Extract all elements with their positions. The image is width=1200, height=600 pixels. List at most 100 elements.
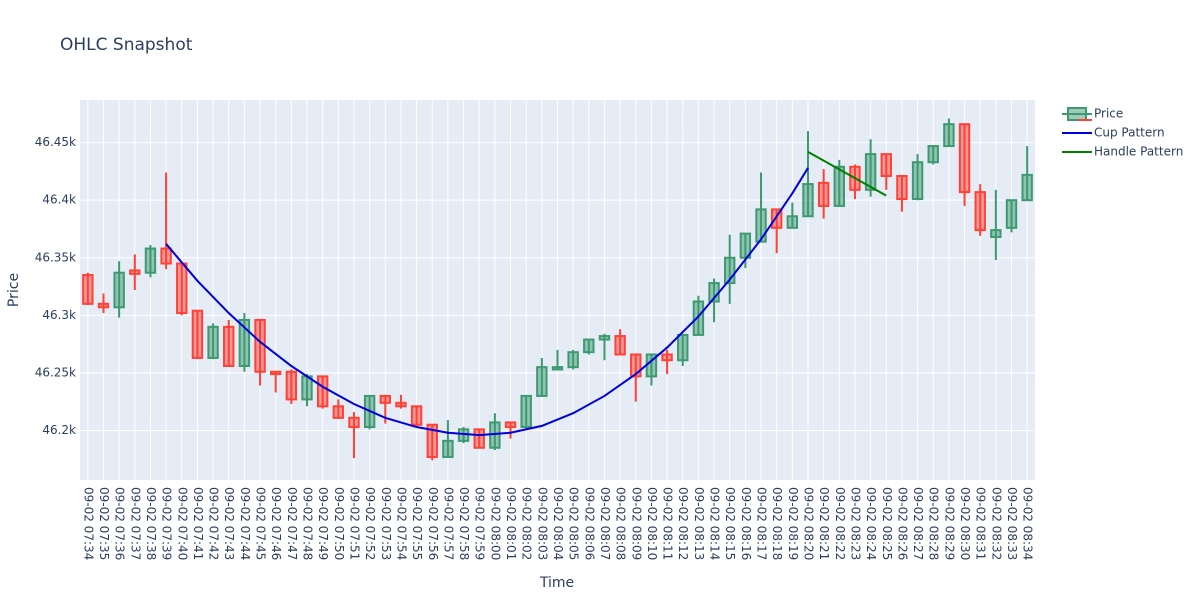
x-tick-label: 09-02 08:23 [848, 487, 862, 560]
x-tick-label: 09-02 07:49 [316, 487, 330, 560]
x-tick-label: 09-02 08:18 [770, 487, 784, 560]
candle-body [348, 416, 360, 429]
candle-body [270, 370, 282, 376]
candle-body [630, 353, 642, 378]
candle-body [692, 300, 705, 336]
x-tick-label: 09-02 08:29 [942, 487, 956, 560]
x-tick-label: 09-02 07:40 [175, 487, 189, 560]
candle-body [238, 318, 251, 367]
candle-body [160, 247, 172, 265]
candle-body [176, 262, 188, 315]
x-tick-label: 09-02 08:17 [755, 487, 769, 560]
candle-body [379, 394, 391, 404]
candle-body [473, 428, 485, 449]
candle-body [97, 302, 110, 309]
x-tick-label: 09-02 07:58 [457, 487, 471, 560]
candle-body [770, 208, 783, 229]
x-tick-label: 09-02 08:13 [692, 487, 706, 560]
candle-body [864, 153, 877, 191]
x-tick-label: 09-02 08:00 [488, 487, 502, 560]
x-tick-label: 09-02 08:31 [974, 487, 988, 560]
candle-body [82, 274, 94, 305]
x-tick-label: 09-02 07:55 [410, 487, 424, 560]
candle-body [896, 175, 908, 201]
x-tick-label: 09-02 08:28 [927, 487, 941, 560]
x-tick-label: 09-02 08:34 [1021, 487, 1035, 560]
x-tick-label: 09-02 08:03 [535, 487, 549, 560]
candle-body [927, 145, 939, 164]
candle-body [285, 370, 298, 401]
x-tick-label: 09-02 08:26 [895, 487, 909, 560]
x-tick-label: 09-02 08:05 [567, 487, 581, 560]
candle-body [395, 401, 407, 408]
x-tick-label: 09-02 07:39 [160, 487, 174, 560]
x-tick-label: 09-02 08:12 [676, 487, 690, 560]
candle-body [551, 366, 564, 371]
x-tick-label: 09-02 08:14 [708, 487, 722, 560]
x-tick-label: 09-02 08:33 [1005, 487, 1019, 560]
x-tick-label: 09-02 07:51 [347, 487, 361, 560]
candle-body [254, 318, 266, 373]
x-tick-label: 09-02 07:36 [113, 487, 127, 560]
candle-body [755, 208, 767, 243]
x-tick-label: 09-02 07:56 [426, 487, 440, 560]
x-tick-label: 09-02 08:25 [880, 487, 894, 560]
candle-body [598, 335, 611, 341]
candle-body [817, 181, 830, 207]
x-tick-label: 09-02 07:42 [207, 487, 221, 560]
candle-body [786, 215, 799, 229]
x-axis-title: Time [539, 575, 574, 591]
candle-body [1021, 173, 1033, 202]
candle-body [536, 366, 548, 397]
x-tick-label: 09-02 07:57 [441, 487, 455, 560]
x-tick-label: 09-02 08:04 [551, 487, 565, 560]
x-tick-label: 09-02 07:38 [144, 487, 158, 560]
x-tick-label: 09-02 08:10 [645, 487, 659, 560]
x-tick-label: 09-02 07:37 [128, 487, 142, 560]
pattern-line [165, 167, 809, 437]
candle-body [958, 123, 971, 194]
x-tick-label: 09-02 08:20 [801, 487, 815, 560]
legend-label: Handle Pattern [1094, 145, 1183, 159]
x-tick-label: 09-02 08:02 [520, 487, 534, 560]
candle-body [332, 405, 345, 419]
candle-body [191, 309, 204, 359]
x-tick-label: 09-02 08:30 [958, 487, 972, 560]
x-tick-label: 09-02 07:43 [222, 487, 236, 560]
candle-body [1005, 199, 1018, 229]
y-tick-label: 46.2k [42, 423, 76, 437]
x-tick-label: 09-02 07:46 [269, 487, 283, 560]
candle-body [144, 247, 157, 274]
x-tick-label: 09-02 07:59 [473, 487, 487, 560]
candle-body [504, 421, 517, 429]
candle-body [833, 165, 846, 207]
x-tick-label: 09-02 08:11 [661, 487, 675, 560]
candle-body [207, 325, 219, 359]
legend-icon [1067, 107, 1087, 121]
candle-body [677, 333, 689, 362]
candle-body [974, 191, 986, 232]
candle-body [583, 338, 595, 354]
x-tick-label: 09-02 07:41 [191, 487, 205, 560]
x-tick-label: 09-02 08:22 [833, 487, 847, 560]
x-tick-label: 09-02 07:53 [379, 487, 393, 560]
legend-label: Cup Pattern [1094, 126, 1165, 140]
candle-body [943, 123, 955, 148]
candle-body [410, 405, 423, 426]
candle-body [426, 423, 438, 458]
x-tick-label: 09-02 07:34 [81, 487, 95, 560]
x-tick-label: 09-02 07:47 [285, 487, 299, 560]
candle-body [990, 229, 1002, 239]
legend-label: Price [1094, 107, 1123, 121]
x-tick-label: 09-02 08:09 [629, 487, 643, 560]
x-tick-label: 09-02 07:48 [301, 487, 315, 560]
candle-body [520, 394, 532, 429]
candle-body [129, 269, 141, 275]
candle-body [724, 256, 736, 285]
candle-body [880, 153, 892, 178]
x-tick-label: 09-02 07:45 [254, 487, 268, 560]
candle-body [567, 351, 579, 369]
candle-body [614, 335, 626, 356]
